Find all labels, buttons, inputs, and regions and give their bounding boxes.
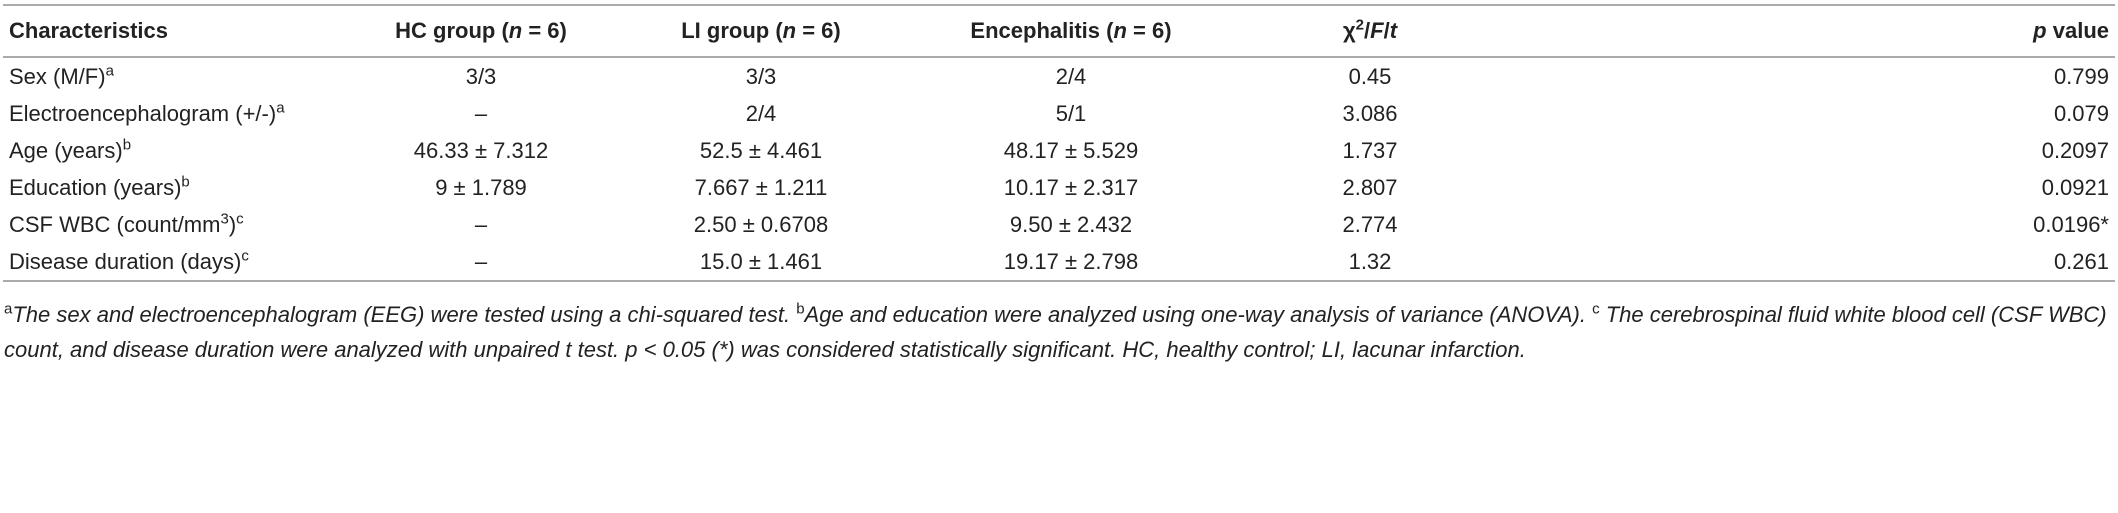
table-cell: 9 ± 1.789 bbox=[435, 174, 527, 200]
table-cell: 0.799 bbox=[2053, 63, 2109, 89]
table-cell: 46.33 ± 7.312 bbox=[413, 137, 549, 163]
table-cell: 1.737 bbox=[1342, 137, 1398, 163]
table-cell: 0.0921 bbox=[2041, 174, 2109, 200]
text-segment: Age and education were analyzed using on… bbox=[804, 302, 1593, 327]
column-header: LI group (n = 6) bbox=[625, 5, 897, 57]
table-cell: 52.5 ± 4.461 bbox=[699, 137, 823, 163]
table-cell: 3.086 bbox=[1342, 100, 1398, 126]
superscript: 2 bbox=[1355, 16, 1364, 34]
row-label: Sex (M/F)a bbox=[3, 57, 337, 95]
text-segment: Encephalitis ( bbox=[970, 18, 1114, 43]
text-segment: Characteristics bbox=[9, 18, 168, 43]
table-row: Age (years)b 46.33 ± 7.312 52.5 ± 4.461 48.… bbox=[3, 132, 2115, 169]
superscript: a bbox=[4, 300, 13, 318]
table-cell: 48.17 ± 5.529 bbox=[1003, 137, 1139, 163]
table-cell: 10.17 ± 2.317 bbox=[1003, 174, 1139, 200]
table-cell: 1.32 bbox=[1348, 248, 1392, 274]
text-segment: value bbox=[2046, 18, 2109, 43]
table-row: Education (years)b 9 ± 1.789 7.667 ± 1.211… bbox=[3, 169, 2115, 206]
text-segment: = 6) bbox=[1126, 18, 1172, 43]
superscript: a bbox=[276, 99, 285, 117]
column-header: HC group (n = 6) bbox=[337, 5, 625, 57]
table-cell: 0.0196* bbox=[2033, 211, 2109, 237]
table-cell: – bbox=[474, 211, 488, 237]
table-cell: 2.774 bbox=[1342, 211, 1398, 237]
table-cell: 2.807 bbox=[1342, 174, 1398, 200]
superscript: b bbox=[796, 300, 805, 318]
superscript: a bbox=[105, 62, 114, 80]
table-header: Characteristics HC group (n = 6) LI group … bbox=[3, 5, 2115, 57]
table-cell: 2/4 bbox=[1055, 63, 1087, 89]
superscript: c bbox=[1592, 300, 1600, 318]
table-cell: 3/3 bbox=[465, 63, 497, 89]
superscript: c bbox=[236, 210, 244, 228]
table-cell: 3/3 bbox=[745, 63, 777, 89]
table-cell: 0.2097 bbox=[2041, 137, 2109, 163]
row-label: CSF WBC (count/mm3)c bbox=[3, 206, 337, 243]
text-segment: HC group ( bbox=[395, 18, 509, 43]
text-segment: χ bbox=[1342, 18, 1356, 43]
text-segment: The cerebrospinal fluid white blood cell… bbox=[4, 302, 2107, 362]
text-segment: = 6) bbox=[796, 18, 841, 43]
text-segment: Education (years) bbox=[9, 174, 182, 200]
table-cell: – bbox=[474, 248, 488, 274]
text-segment: F bbox=[1370, 18, 1384, 43]
table-cell: 0.079 bbox=[2053, 100, 2109, 126]
text-segment: = 6) bbox=[522, 18, 567, 43]
text-segment: n bbox=[508, 18, 523, 43]
row-label: Electroencephalogram (+/-)a bbox=[3, 95, 337, 132]
column-header: p value bbox=[1495, 5, 2115, 57]
table-row: CSF WBC (count/mm3)c – 2.50 ± 0.6708 9.50 ±… bbox=[3, 206, 2115, 243]
footnote: aThe sex and electroencephalogram (EEG) … bbox=[4, 297, 2112, 367]
table: Characteristics HC group (n = 6) LI group … bbox=[3, 4, 2115, 282]
page: Characteristics HC group (n = 6) LI group … bbox=[3, 4, 2115, 362]
row-label: Disease duration (days)c bbox=[3, 243, 337, 281]
text-segment: t bbox=[1389, 18, 1398, 43]
text-segment: The sex and electroencephalogram (EEG) w… bbox=[12, 302, 797, 327]
table-cell: 2/4 bbox=[745, 100, 777, 126]
superscript: b bbox=[181, 173, 190, 191]
table-row: Electroencephalogram (+/-)a – 2/4 5/1 3.086 0… bbox=[3, 95, 2115, 132]
table-cell: 9.50 ± 2.432 bbox=[1009, 211, 1133, 237]
text-segment: p bbox=[2033, 18, 2047, 43]
text-segment: CSF WBC (count/mm bbox=[9, 211, 221, 237]
text-segment: Electroencephalogram (+/-) bbox=[9, 100, 277, 126]
row-label: Education (years)b bbox=[3, 169, 337, 206]
column-header: Characteristics bbox=[3, 5, 337, 57]
text-segment: / bbox=[1363, 18, 1371, 43]
superscript: b bbox=[122, 136, 132, 154]
text-segment: Age (years) bbox=[9, 137, 123, 163]
text-segment: ) bbox=[228, 211, 237, 237]
table-cell: – bbox=[474, 100, 488, 126]
column-header: Encephalitis (n = 6) bbox=[897, 5, 1245, 57]
row-label: Age (years)b bbox=[3, 132, 337, 169]
text-segment: n bbox=[1113, 18, 1127, 43]
table-cell: 5/1 bbox=[1055, 100, 1087, 126]
text-segment: Disease duration (days) bbox=[9, 248, 242, 274]
table-cell: 0.45 bbox=[1348, 63, 1392, 89]
column-header: χ2/F/t bbox=[1245, 5, 1495, 57]
table-cell: 7.667 ± 1.211 bbox=[694, 174, 828, 200]
text-segment: Sex (M/F) bbox=[9, 63, 106, 89]
text-segment: n bbox=[782, 18, 797, 43]
table-cell: 0.261 bbox=[2053, 248, 2109, 274]
table-cell: 15.0 ± 1.461 bbox=[699, 248, 823, 274]
superscript: c bbox=[241, 247, 249, 265]
table-cell: 19.17 ± 2.798 bbox=[1003, 248, 1139, 274]
table-row: Disease duration (days)c – 15.0 ± 1.461 19.… bbox=[3, 243, 2115, 281]
text-segment: LI group ( bbox=[681, 18, 783, 43]
table-cell: 2.50 ± 0.6708 bbox=[693, 211, 829, 237]
text-segment: / bbox=[1383, 18, 1390, 43]
table-row: Sex (M/F)a 3/3 3/3 2/4 0.45 0.799 bbox=[3, 57, 2115, 95]
superscript: 3 bbox=[220, 210, 229, 228]
table-body: Sex (M/F)a 3/3 3/3 2/4 0.45 0.799 Electroencep… bbox=[3, 57, 2115, 281]
